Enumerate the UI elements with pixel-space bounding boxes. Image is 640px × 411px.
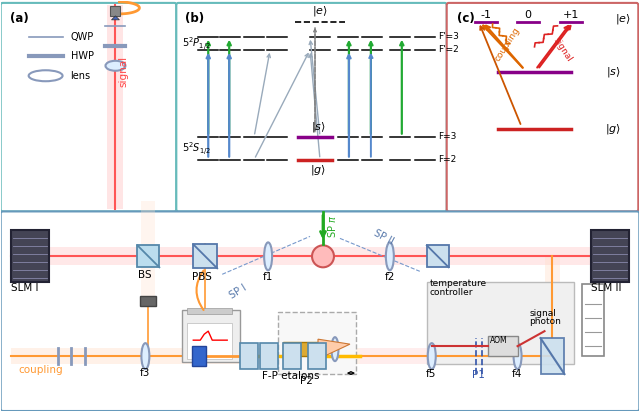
Text: coupling: coupling [493,25,521,62]
Bar [188,323,232,359]
Text: F'=3: F'=3 [438,32,459,42]
Text: signal: signal [529,309,556,318]
Text: $5^2S_{1/2}$: $5^2S_{1/2}$ [182,140,211,157]
Bar [283,342,321,356]
Bar [278,312,356,374]
Text: SP $\pi$: SP $\pi$ [326,215,338,238]
Bar [11,348,360,364]
Text: F'=2: F'=2 [438,45,458,54]
Ellipse shape [141,343,149,369]
Text: PBS: PBS [192,272,212,282]
Ellipse shape [264,242,272,270]
Text: $|g\rangle$: $|g\rangle$ [310,163,326,177]
Text: $|g\rangle$: $|g\rangle$ [605,122,621,136]
Bar [427,282,575,364]
Bar [360,348,432,364]
Text: coupling: coupling [19,365,63,375]
Ellipse shape [106,61,125,71]
Text: (b): (b) [186,12,204,25]
Text: $|s\rangle$: $|s\rangle$ [606,65,621,79]
Ellipse shape [428,343,436,369]
Text: $|e\rangle$: $|e\rangle$ [312,4,328,18]
Text: signal: signal [552,36,573,64]
Bar [111,6,120,16]
Text: f1: f1 [263,272,273,282]
Text: +1: +1 [563,10,580,20]
FancyBboxPatch shape [1,211,639,411]
FancyBboxPatch shape [447,3,638,211]
Bar [308,343,326,369]
Text: (c): (c) [457,12,474,25]
Polygon shape [111,16,120,20]
Bar [591,231,629,282]
Bar [108,5,124,210]
Bar [141,201,156,306]
Text: SP I: SP I [228,282,249,300]
Text: temperature: temperature [429,279,487,288]
Ellipse shape [386,242,394,270]
FancyBboxPatch shape [1,3,176,211]
Text: F=3: F=3 [438,132,456,141]
Bar [182,310,240,362]
Bar [283,343,301,369]
Text: $|s\rangle$: $|s\rangle$ [310,120,326,134]
Text: SLM II: SLM II [591,283,622,293]
Text: (a): (a) [10,12,28,25]
Text: f3: f3 [140,368,150,378]
Text: signal: signal [118,56,129,87]
Bar [260,343,278,369]
Text: HWP: HWP [70,51,93,61]
Text: $|e\rangle$: $|e\rangle$ [615,12,631,26]
Text: BS: BS [138,270,152,280]
Text: f2: f2 [385,272,396,282]
Ellipse shape [513,343,522,369]
Bar [541,338,564,374]
Bar [140,296,156,306]
Text: -1: -1 [480,10,491,20]
Text: f4: f4 [511,369,522,379]
Text: P1: P1 [472,370,484,380]
Text: $5^2P_{1/2}$: $5^2P_{1/2}$ [182,35,211,52]
Bar [11,247,627,266]
Text: F-P etalons: F-P etalons [262,371,319,381]
Text: photon: photon [529,317,561,326]
Bar [188,308,232,314]
FancyBboxPatch shape [176,3,447,211]
Text: 0: 0 [524,10,531,20]
Text: P2: P2 [300,376,313,386]
Text: QWP: QWP [70,32,94,42]
Text: f5: f5 [426,369,436,379]
Ellipse shape [312,245,334,267]
Text: SP II: SP II [372,228,395,246]
Text: F=2: F=2 [438,155,456,164]
Polygon shape [318,339,350,359]
Ellipse shape [332,337,339,361]
Bar [11,231,49,282]
Text: SLM I: SLM I [11,283,38,293]
Bar [427,245,449,267]
Bar [240,343,258,369]
Text: controller: controller [429,288,473,297]
Bar [545,256,561,338]
Bar [193,245,217,268]
Bar [582,284,604,356]
Bar [192,346,206,366]
Text: AOM: AOM [490,336,508,345]
Bar [488,336,518,356]
Text: lens: lens [70,71,91,81]
Bar [138,245,159,267]
